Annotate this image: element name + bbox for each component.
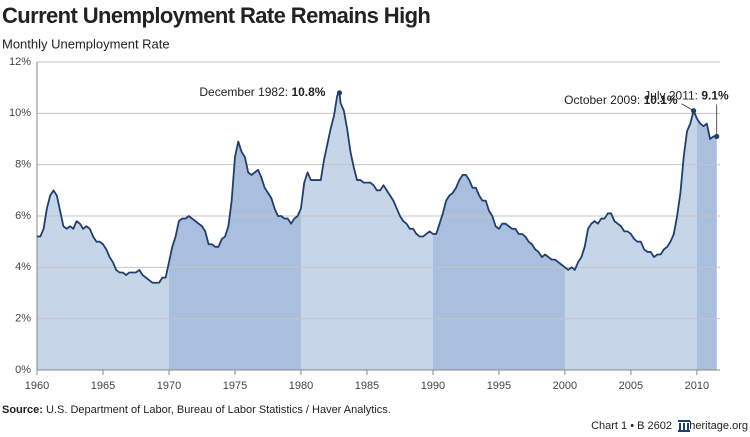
x-tick-label: 2010 [685,380,709,392]
x-tick-label: 1995 [487,380,511,392]
annotation-label: July 2011: [644,89,698,103]
y-tick-label: 10% [9,107,31,119]
annotation: October 2009: 10.1% [564,93,678,107]
annotation-label: October 2009: [564,93,640,107]
x-tick-label: 1980 [289,380,313,392]
annotation-value: 10.8% [291,85,325,99]
x-tick-label: 1965 [91,380,115,392]
x-tick-label: 1985 [355,380,379,392]
y-tick-label: 12% [9,56,31,68]
annotation: July 2011: 9.1% [644,89,729,103]
source: Source: U.S. Department of Labor, Bureau… [2,404,391,416]
annotation-value: 9.1% [701,89,729,103]
x-tick-label: 1990 [421,380,445,392]
annotation-dot [714,133,720,140]
source-text: U.S. Department of Labor, Bureau of Labo… [46,404,391,416]
logo-icon [678,420,690,432]
annotation-label: December 1982: [199,85,288,99]
y-tick-label: 0% [15,364,31,376]
area [37,92,717,371]
y-tick-label: 4% [15,261,31,273]
x-tick-label: 2005 [619,380,643,392]
x-tick-label: 1960 [25,380,49,392]
line [37,91,717,284]
footer-site: heritage.org [689,420,748,432]
y-tick-label: 8% [15,159,31,171]
footer-chart: Chart 1 • B 2602 [591,420,672,432]
plot-area [37,92,717,371]
annotation-dot [336,90,343,96]
x-tick-label: 1970 [157,380,181,392]
x-tick-label: 2000 [553,380,577,392]
annotation-value: 10.1% [644,93,678,107]
source-label: Source: [2,404,43,416]
y-tick-label: 6% [15,210,31,222]
annotation: December 1982: 10.8% [199,85,325,99]
chart-title: Current Unemployment Rate Remains High [2,3,430,28]
chart-subtitle: Monthly Unemployment Rate [2,36,170,51]
y-tick-label: 2% [15,313,31,325]
annotation-dot [691,108,697,114]
x-tick-label: 1975 [223,380,247,392]
